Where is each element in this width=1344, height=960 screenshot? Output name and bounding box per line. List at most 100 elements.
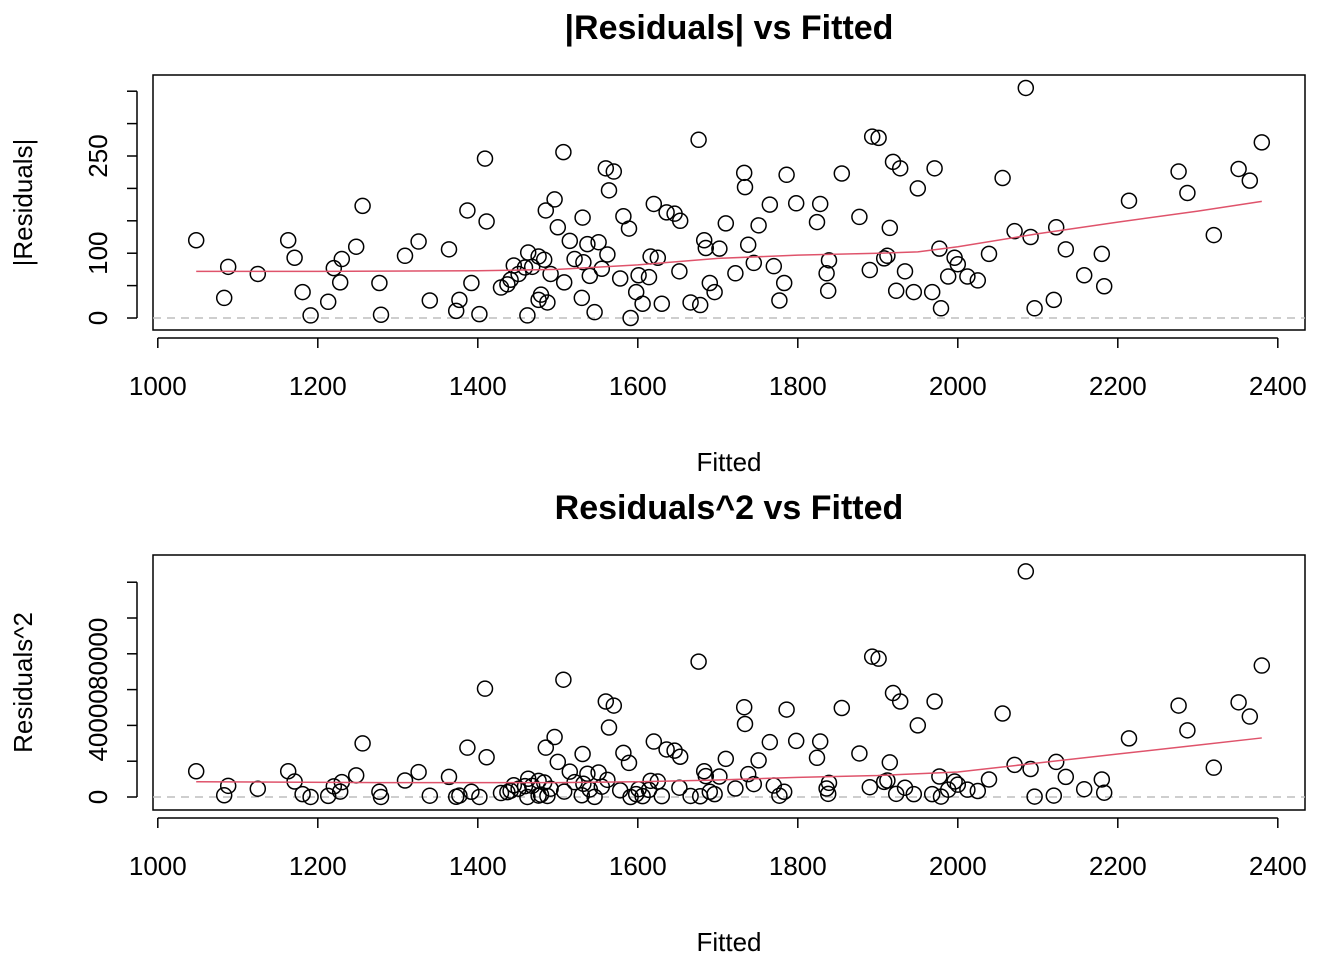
data-point (896, 263, 914, 280)
data-point (279, 231, 297, 249)
data-point (691, 296, 709, 314)
data-point (1093, 245, 1111, 263)
data-point (949, 255, 967, 273)
data-point (701, 274, 719, 292)
data-point (590, 233, 607, 251)
x-axis-label: Fitted (696, 927, 761, 957)
data-point (671, 212, 689, 230)
data-point (771, 787, 788, 804)
data-point (905, 785, 923, 803)
data-point (561, 232, 579, 250)
data-point (575, 775, 592, 793)
data-point (851, 745, 868, 762)
data-point (447, 302, 465, 320)
fit-line (196, 200, 1262, 273)
data-point (653, 787, 671, 805)
data-point (819, 785, 837, 803)
data-point (861, 778, 879, 796)
data-point (1120, 192, 1138, 209)
data-point (600, 182, 618, 199)
data-point (851, 208, 868, 226)
data-point (658, 741, 675, 758)
data-point (645, 195, 663, 213)
data-point (959, 781, 976, 798)
x-tick-label: 1000 (129, 851, 187, 881)
data-point (969, 272, 987, 289)
data-point (887, 282, 905, 300)
data-point (249, 265, 267, 283)
data-point (593, 260, 611, 278)
data-point (778, 701, 795, 718)
data-point (597, 693, 615, 710)
data-point (187, 231, 205, 249)
data-point (923, 283, 941, 301)
data-point (546, 191, 563, 208)
data-point (811, 733, 829, 750)
data-point (881, 219, 899, 237)
data-point (666, 742, 683, 759)
data-point (510, 265, 527, 283)
data-point (440, 241, 458, 258)
data-point (761, 733, 779, 751)
data-point (219, 258, 237, 276)
data-point (640, 268, 658, 286)
data-point (775, 783, 793, 801)
data-point (820, 774, 838, 792)
data-point (187, 762, 205, 780)
data-point (771, 292, 788, 309)
data-point (372, 306, 390, 324)
data-point (736, 178, 754, 196)
data-point (319, 787, 337, 805)
y-tick-label: 100 (83, 232, 113, 275)
data-point (421, 787, 439, 804)
data-point (875, 250, 893, 267)
data-point (1006, 222, 1023, 240)
chart-title: |Residuals| vs Fitted (565, 9, 894, 47)
data-point (331, 274, 349, 291)
data-point (736, 715, 754, 733)
data-point (870, 650, 887, 667)
data-point (727, 265, 744, 282)
data-point (682, 294, 699, 311)
data-point (923, 785, 941, 803)
data-point (1095, 784, 1113, 801)
data-point (459, 202, 476, 219)
data-point (410, 763, 427, 781)
x-tick-label: 2000 (929, 851, 987, 881)
data-point (939, 268, 957, 285)
y-axis-label: Residuals^2 (8, 612, 38, 753)
data-point (932, 300, 950, 317)
data-point (286, 249, 303, 266)
data-point (215, 289, 233, 307)
data-point (634, 295, 651, 313)
data-point (739, 765, 757, 783)
data-point (546, 728, 563, 746)
data-point (325, 259, 343, 277)
data-point (1022, 228, 1039, 246)
data-point (622, 309, 639, 327)
x-tick-label: 1400 (449, 371, 507, 401)
data-point (463, 783, 480, 801)
data-point (697, 239, 715, 257)
data-point (690, 653, 707, 670)
data-point (959, 268, 976, 285)
data-point (549, 753, 567, 771)
data-point (476, 680, 494, 697)
data-point (597, 160, 615, 177)
data-point (519, 788, 536, 806)
data-point (347, 238, 365, 255)
data-point (706, 283, 723, 301)
data-point (750, 217, 767, 234)
data-point (887, 785, 905, 803)
data-point (870, 129, 887, 147)
x-tick-label: 1600 (609, 371, 667, 401)
data-point (787, 195, 805, 212)
data-point (980, 771, 998, 788)
x-tick-label: 1800 (769, 371, 827, 401)
data-point (549, 219, 567, 236)
data-point (294, 785, 311, 803)
x-tick-label: 2400 (1249, 371, 1307, 401)
x-tick-label: 1000 (129, 371, 187, 401)
data-point (535, 251, 553, 268)
data-point (671, 263, 688, 280)
